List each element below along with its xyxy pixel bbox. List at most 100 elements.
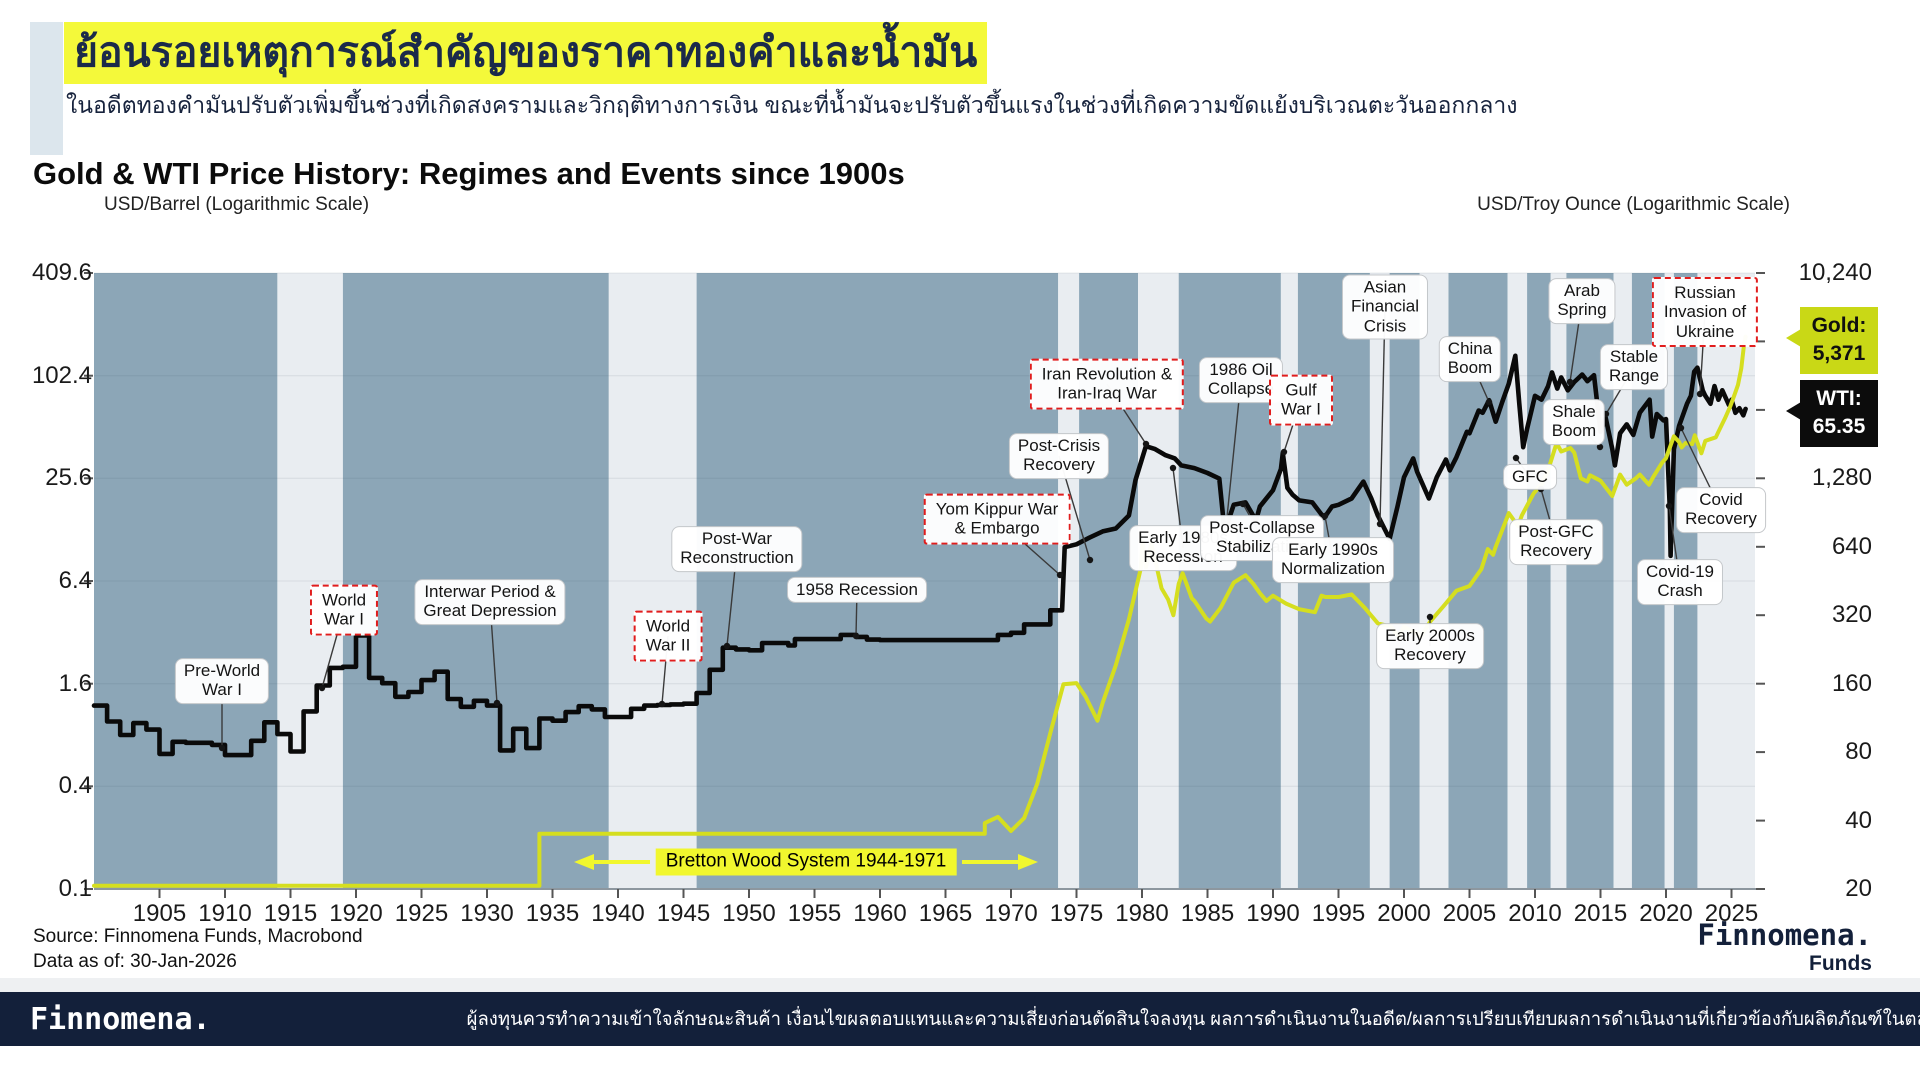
event-point-dot: [1142, 440, 1150, 448]
right-axis-tick-label: 640: [1831, 532, 1872, 560]
event-point-dot: [723, 642, 731, 650]
gold-callout-label: Gold:: [1811, 314, 1867, 337]
event-label: Stable Range: [1599, 344, 1669, 390]
event-label: Pre-World War I: [174, 658, 270, 704]
right-axis-title: USD/Troy Ounce (Logarithmic Scale): [1477, 194, 1790, 215]
footer-disclaimer: ผู้ลงทุนควรทำความเข้าใจลักษณะสินค้า เงื่…: [466, 1007, 1920, 1029]
right-axis-tick-label: 20: [1845, 875, 1872, 902]
header-accent-bar: [30, 22, 63, 155]
event-point-dot: [1280, 448, 1288, 456]
regime-band-light: [277, 273, 343, 889]
x-axis-year-label: 2025: [1704, 900, 1759, 927]
event-label: Iran Revolution & Iran-Iraq War: [1029, 358, 1185, 410]
source-block: Source: Finnomena Funds, Macrobond Data …: [33, 925, 363, 974]
x-axis-year-label: 1925: [394, 900, 449, 927]
x-axis-year-label: 2000: [1377, 900, 1431, 927]
event-label: World War I: [309, 584, 379, 636]
right-axis-tick-label: 160: [1831, 669, 1872, 697]
left-axis-tick-label: 1.6: [58, 669, 92, 697]
x-axis-year-label: 1965: [918, 900, 973, 927]
left-axis-tick-label: 6.4: [58, 567, 92, 594]
bretton-right-arrowhead: [1018, 854, 1038, 870]
event-label: Post-War Reconstruction: [671, 526, 803, 572]
event-label: Russian Invasion of Ukraine: [1651, 276, 1759, 348]
x-axis-year-label: 1985: [1180, 900, 1235, 927]
x-axis-year-label: 1995: [1311, 900, 1366, 927]
event-label: Asian Financial Crisis: [1341, 274, 1429, 340]
regime-band-dark: [1389, 273, 1420, 889]
event-point-dot: [1376, 520, 1384, 528]
x-axis-year-label: 1920: [329, 900, 383, 927]
event-point-dot: [1512, 454, 1520, 462]
left-axis-tick-label: 0.4: [58, 772, 92, 800]
page-title: ย้อนรอยเหตุการณ์สำคัญของราคาทองคำและน้ำม…: [64, 22, 988, 84]
footer-bar: Finnomena. ผู้ลงทุนควรทำความเข้าใจลักษณะ…: [0, 992, 1920, 1046]
event-point-dot: [1677, 424, 1685, 432]
event-point-dot: [1485, 398, 1493, 406]
x-axis-year-label: 2020: [1639, 900, 1693, 927]
event-point-dot: [318, 684, 326, 692]
finnomena-funds-logo: Finnomena. Funds: [1580, 918, 1872, 976]
x-axis-year-label: 1940: [591, 900, 645, 927]
event-point-dot: [658, 700, 666, 708]
event-label: World War II: [633, 610, 703, 662]
wti-callout-label: WTI:: [1816, 387, 1862, 410]
gold-callout-value: 5,371: [1812, 342, 1866, 366]
x-axis-year-label: 1970: [984, 900, 1038, 927]
x-axis-year-label: 1950: [722, 900, 776, 927]
bretton-left-arrowhead: [574, 854, 594, 870]
event-label: 1958 Recession: [787, 576, 927, 604]
event-point-dot: [1696, 390, 1704, 398]
event-label: Yom Kippur War & Embargo: [923, 493, 1071, 545]
event-label: Early 2000s Recovery: [1376, 623, 1484, 669]
x-axis-year-label: 1905: [132, 900, 187, 927]
x-axis-year-label: 1980: [1115, 900, 1169, 927]
event-label: Arab Spring: [1548, 278, 1616, 324]
event-label: Post-Crisis Recovery: [1008, 433, 1110, 479]
right-axis-tick-label: 40: [1845, 806, 1872, 834]
event-point-dot: [218, 744, 226, 752]
wti-price-callout: WTI: 65.35: [1800, 380, 1878, 447]
event-point-dot: [1086, 556, 1094, 564]
x-axis-year-label: 1990: [1246, 900, 1300, 927]
x-axis-year-label: 1915: [263, 900, 318, 927]
event-point-dot: [1566, 378, 1574, 386]
page-subtitle: ในอดีตทองคำมันปรับตัวเพิ่มขึ้นช่วงที่เกิ…: [66, 92, 1518, 118]
event-label: Covid-19 Crash: [1636, 559, 1724, 605]
event-point-dot: [852, 632, 860, 640]
x-axis-year-label: 1930: [460, 900, 514, 927]
regime-band-dark: [94, 273, 278, 889]
right-axis-tick-label: 1,280: [1811, 464, 1872, 492]
event-point-dot: [1426, 613, 1434, 621]
event-point-dot: [1169, 464, 1177, 472]
event-point-dot: [1239, 500, 1247, 508]
event-point-dot: [1056, 571, 1064, 579]
funds-brand-text: Funds: [1809, 952, 1872, 975]
x-axis-year-label: 1935: [525, 900, 580, 927]
x-axis-year-label: 1960: [853, 900, 907, 927]
left-axis-title: USD/Barrel (Logarithmic Scale): [104, 194, 370, 215]
right-axis-tick-label: 80: [1845, 738, 1872, 766]
footer-finnomena-logo: Finnomena.: [30, 1001, 211, 1037]
regime-band-light: [608, 273, 697, 889]
finnomena-brand-text: Finnomena.: [1697, 918, 1872, 952]
event-label: China Boom: [1438, 336, 1502, 382]
x-axis-year-label: 2015: [1573, 900, 1628, 927]
event-connector: [1379, 306, 1386, 525]
wti-callout-pointer: [1786, 402, 1801, 420]
x-axis-year-label: 1910: [198, 900, 252, 927]
data-as-of-line: Data as of: 30-Jan-2026: [33, 950, 237, 972]
event-point-dot: [493, 699, 501, 707]
event-label: Covid Recovery: [1676, 487, 1766, 533]
x-axis-year-label: 1955: [787, 900, 842, 927]
right-axis-tick-label: 10,240: [1798, 259, 1872, 286]
event-point-dot: [1321, 512, 1329, 520]
left-axis-tick-label: 409.6: [31, 259, 92, 286]
x-axis-year-label: 2010: [1508, 900, 1562, 927]
x-axis-year-label: 2005: [1442, 900, 1497, 927]
gold-callout-pointer: [1786, 329, 1801, 347]
gold-price-callout: Gold: 5,371: [1800, 307, 1878, 374]
event-label: Post-Collapse Stabilization: [1200, 515, 1324, 561]
event-label: Early 1990s Normalization: [1272, 537, 1394, 583]
